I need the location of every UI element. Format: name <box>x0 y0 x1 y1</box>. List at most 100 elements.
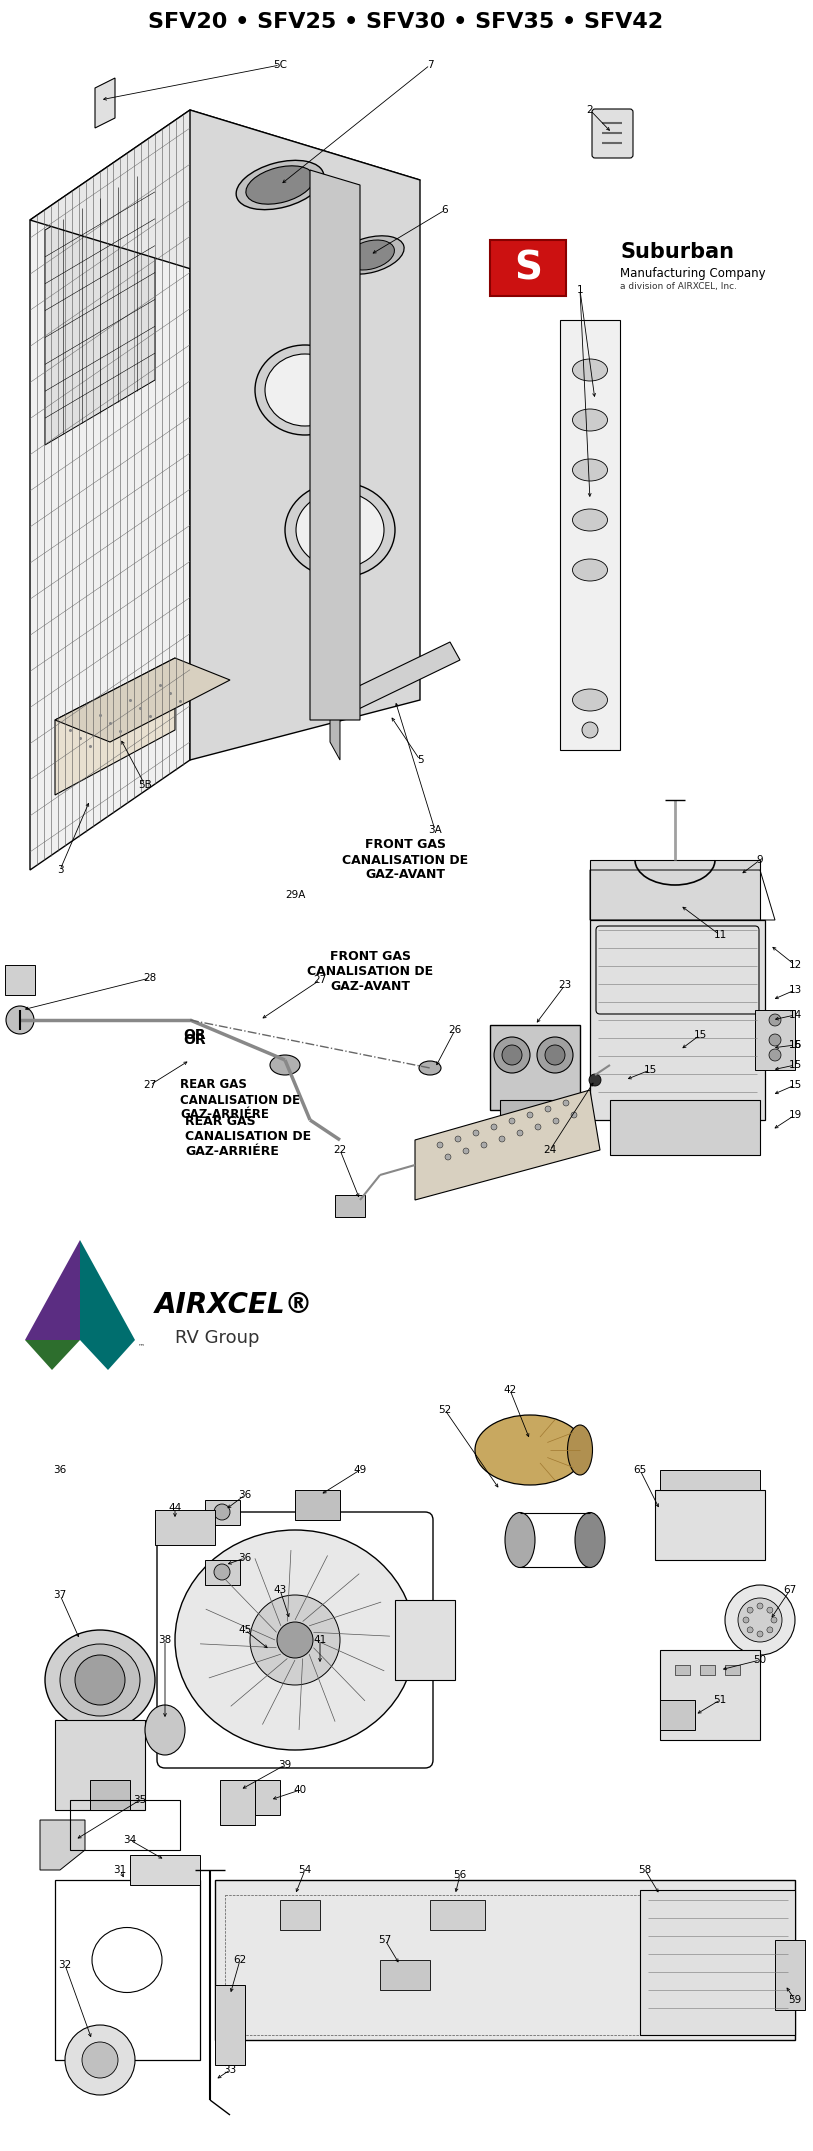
Text: 9: 9 <box>757 854 763 865</box>
Ellipse shape <box>572 688 607 712</box>
Bar <box>395 1600 455 1680</box>
Text: 3: 3 <box>57 865 63 875</box>
FancyBboxPatch shape <box>490 241 566 297</box>
Text: 24: 24 <box>543 1144 557 1155</box>
Circle shape <box>769 1050 781 1060</box>
Ellipse shape <box>45 1630 155 1729</box>
Text: 33: 33 <box>224 2065 237 2076</box>
Polygon shape <box>190 110 420 759</box>
Bar <box>70 1800 180 1850</box>
Polygon shape <box>55 658 175 796</box>
Ellipse shape <box>572 409 607 430</box>
Text: 58: 58 <box>638 1865 652 1876</box>
Text: 3A: 3A <box>428 826 442 835</box>
Text: 65: 65 <box>633 1465 646 1476</box>
Text: 35: 35 <box>133 1794 146 1805</box>
Bar <box>380 1960 430 1990</box>
Bar <box>215 1985 245 2065</box>
Text: 42: 42 <box>503 1385 516 1396</box>
Bar <box>490 1026 580 1110</box>
Circle shape <box>214 1564 230 1581</box>
Bar <box>640 1891 795 2035</box>
Ellipse shape <box>236 161 324 209</box>
Circle shape <box>277 1622 313 1658</box>
Bar <box>280 1899 320 1929</box>
Circle shape <box>494 1037 530 1073</box>
Text: 7: 7 <box>427 60 433 71</box>
Text: 15: 15 <box>789 1039 802 1050</box>
Text: OR: OR <box>184 1028 207 1041</box>
Text: 28: 28 <box>143 972 157 983</box>
Text: 36: 36 <box>238 1553 252 1564</box>
Text: 13: 13 <box>789 985 802 996</box>
Ellipse shape <box>567 1424 593 1476</box>
Bar <box>255 1781 280 1815</box>
Bar <box>755 1011 795 1069</box>
Circle shape <box>771 1618 777 1624</box>
Polygon shape <box>30 110 190 869</box>
Circle shape <box>437 1142 443 1149</box>
Text: 32: 32 <box>59 1960 72 1970</box>
Polygon shape <box>55 658 230 742</box>
Polygon shape <box>310 170 360 721</box>
Text: OR: OR <box>184 1032 207 1048</box>
Ellipse shape <box>246 166 314 204</box>
Text: 5: 5 <box>417 755 424 766</box>
Text: 1: 1 <box>576 284 583 295</box>
Text: 43: 43 <box>273 1585 287 1596</box>
Circle shape <box>499 1136 505 1142</box>
Text: Suburban: Suburban <box>620 243 734 262</box>
Bar <box>205 1559 240 1585</box>
Text: 41: 41 <box>313 1635 327 1646</box>
Text: 12: 12 <box>789 959 802 970</box>
Circle shape <box>445 1153 451 1159</box>
Text: 56: 56 <box>454 1869 467 1880</box>
Bar <box>335 1196 365 1217</box>
Bar <box>430 1899 485 1929</box>
Text: 50: 50 <box>754 1654 767 1665</box>
Text: 19: 19 <box>789 1110 802 1121</box>
Circle shape <box>747 1626 753 1633</box>
Polygon shape <box>330 699 340 759</box>
Text: 27: 27 <box>313 974 327 985</box>
Bar <box>590 921 765 1121</box>
Bar <box>55 1880 200 2061</box>
Bar <box>675 1665 690 1676</box>
Text: 54: 54 <box>298 1865 311 1876</box>
Polygon shape <box>25 1340 80 1370</box>
Circle shape <box>743 1618 749 1624</box>
Circle shape <box>725 1585 795 1654</box>
Circle shape <box>517 1129 523 1136</box>
Bar <box>655 1491 765 1559</box>
Circle shape <box>767 1607 773 1613</box>
Circle shape <box>473 1129 479 1136</box>
Bar <box>295 1491 340 1521</box>
Text: 26: 26 <box>449 1026 462 1035</box>
Text: 44: 44 <box>168 1504 181 1512</box>
Circle shape <box>65 2024 135 2095</box>
Polygon shape <box>660 1469 760 1491</box>
Text: REAR GAS
CANALISATION DE
GAZ-ARRIÉRE: REAR GAS CANALISATION DE GAZ-ARRIÉRE <box>185 1114 311 1157</box>
Bar <box>660 1699 695 1729</box>
Text: 15: 15 <box>789 1080 802 1091</box>
Ellipse shape <box>572 559 607 581</box>
Polygon shape <box>610 1099 760 1155</box>
Text: 62: 62 <box>233 1955 246 1966</box>
Ellipse shape <box>346 241 394 271</box>
Bar <box>215 1880 795 2039</box>
Text: 52: 52 <box>438 1405 452 1415</box>
Bar <box>220 1781 255 1824</box>
Text: REAR GAS
CANALISATION DE
GAZ-ARRIÉRE: REAR GAS CANALISATION DE GAZ-ARRIÉRE <box>180 1078 300 1121</box>
Polygon shape <box>25 1239 80 1340</box>
Circle shape <box>769 1013 781 1026</box>
Circle shape <box>463 1149 469 1153</box>
Circle shape <box>747 1607 753 1613</box>
Text: 59: 59 <box>789 1994 802 2005</box>
Circle shape <box>589 1073 601 1086</box>
Circle shape <box>738 1598 782 1641</box>
Ellipse shape <box>60 1643 140 1716</box>
Ellipse shape <box>505 1512 535 1568</box>
Circle shape <box>769 1035 781 1045</box>
FancyBboxPatch shape <box>592 110 633 157</box>
Text: 16: 16 <box>789 1039 802 1050</box>
